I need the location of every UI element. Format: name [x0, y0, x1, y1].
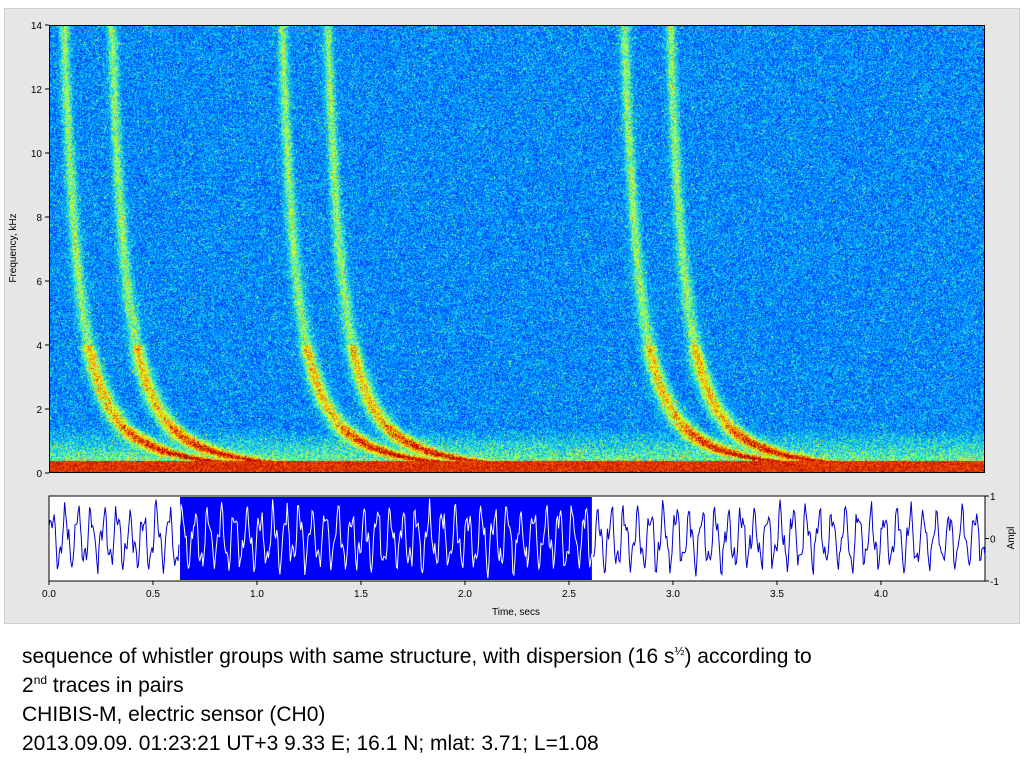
spectrogram-y-tick-label: 14	[31, 21, 43, 32]
waveform-x-tick-label: 2.0	[458, 589, 472, 600]
caption-line-1: sequence of whistler groups with same st…	[22, 644, 812, 668]
spectrogram-y-tick-label: 4	[36, 341, 42, 352]
waveform-x-tick-label: 2.5	[562, 589, 576, 600]
caption-line-4: 2013.09.09. 01:23:21 UT+3 9.33 E; 16.1 N…	[22, 732, 599, 755]
waveform-trace-selected	[179, 498, 593, 579]
spectrogram-plot	[49, 25, 985, 473]
waveform-x-tick-label: 3.0	[666, 589, 680, 600]
waveform-y-tick-label: 0	[990, 535, 996, 546]
caption-line-2: 2nd traces in pairs	[22, 673, 184, 697]
waveform-x-tick-label: 0.5	[146, 589, 160, 600]
spectrogram-y-label: Frequency, kHz	[8, 213, 19, 282]
waveform-y-label: Ampl	[1006, 527, 1017, 550]
spectrogram-y-tick-label: 12	[31, 85, 43, 96]
waveform-x-label: Time, secs	[492, 607, 540, 618]
waveform-x-tick-label: 0.0	[42, 589, 56, 600]
spectrogram-y-tick-label: 2	[36, 405, 42, 416]
waveform-x-tick-label: 4.0	[874, 589, 888, 600]
caption: sequence of whistler groups with same st…	[22, 642, 1012, 758]
waveform-y-tick-label: -1	[990, 577, 999, 588]
waveform-y-axis: -1 0 1	[985, 492, 999, 588]
waveform-x-axis: 0.0 0.5 1.0 1.5 2.0 2.5 3.0 3.5 4.0	[42, 581, 888, 600]
waveform-x-tick-label: 3.5	[770, 589, 784, 600]
waveform-x-tick-label: 1.5	[354, 589, 368, 600]
waveform-x-tick-label: 1.0	[250, 589, 264, 600]
caption-line-3: CHIBIS-M, electric sensor (CH0)	[22, 703, 326, 726]
spectrogram-y-tick-label: 0	[36, 469, 42, 480]
spectrogram-image	[50, 26, 984, 472]
spectrogram-y-tick-label: 8	[36, 213, 42, 224]
waveform-trace-after	[592, 499, 986, 577]
waveform-panel	[48, 495, 986, 582]
waveform-y-tick-label: 1	[990, 492, 996, 503]
waveform-trace	[48, 499, 180, 575]
spectrogram-y-tick-label: 6	[36, 277, 42, 288]
spectrogram-y-axis: 0 2 4 6 8 10 12 14	[31, 21, 49, 480]
spectrogram-y-tick-label: 10	[31, 149, 43, 160]
